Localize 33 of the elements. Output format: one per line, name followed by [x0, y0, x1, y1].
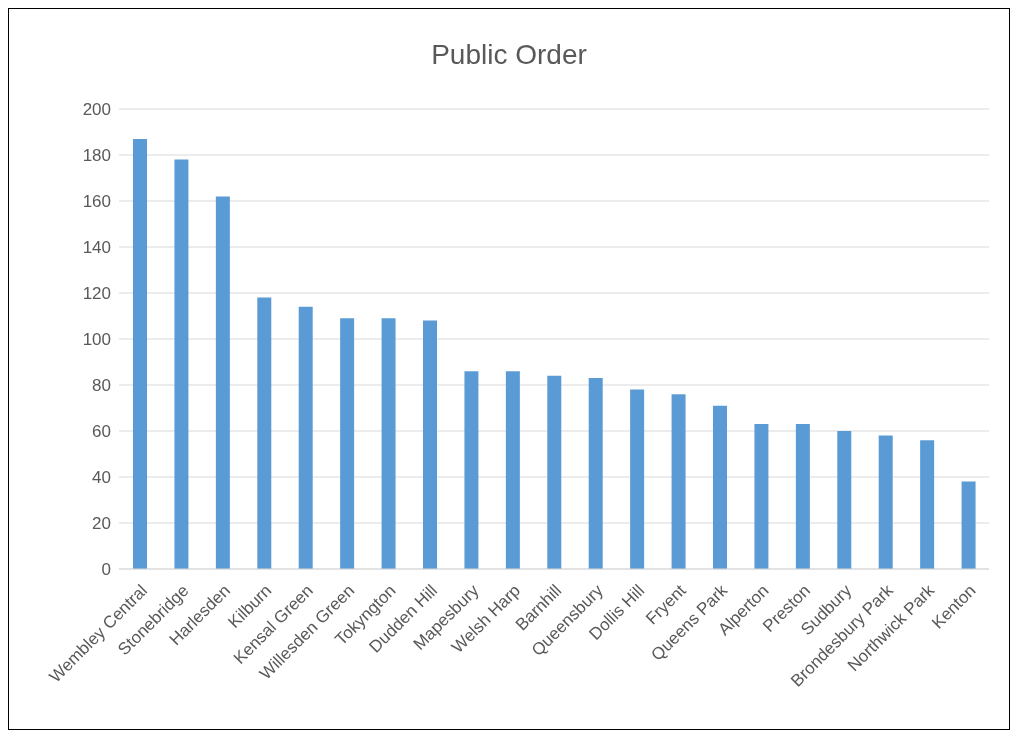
chart-title: Public Order	[430, 38, 588, 72]
bar	[174, 159, 189, 569]
bar	[133, 138, 147, 569]
bar	[920, 440, 935, 569]
bar	[340, 318, 355, 569]
bar	[298, 306, 313, 569]
y-tick-label: 20	[92, 514, 111, 534]
bar	[257, 297, 272, 569]
y-tick-label: 40	[92, 468, 111, 488]
y-tick-label: 160	[82, 192, 111, 212]
y-tick-label: 200	[82, 100, 111, 120]
y-tick-label: 140	[82, 238, 111, 258]
bar	[713, 405, 727, 569]
y-tick-label: 120	[82, 284, 111, 304]
bar	[878, 435, 893, 569]
bar	[464, 371, 479, 569]
bar	[795, 424, 810, 569]
bar	[837, 431, 852, 569]
bar	[505, 371, 520, 569]
bar	[754, 424, 769, 569]
y-tick-label: 0	[101, 560, 111, 580]
bar	[381, 318, 396, 569]
y-tick-label: 80	[92, 376, 111, 396]
bar	[630, 389, 645, 569]
bar	[547, 375, 562, 569]
y-tick-label: 180	[82, 146, 111, 166]
bar	[423, 320, 437, 569]
bar	[671, 394, 686, 569]
bar	[961, 481, 976, 569]
bar	[215, 196, 230, 569]
y-tick-label: 60	[92, 422, 111, 442]
y-tick-label: 100	[82, 330, 111, 350]
bar	[588, 378, 603, 569]
